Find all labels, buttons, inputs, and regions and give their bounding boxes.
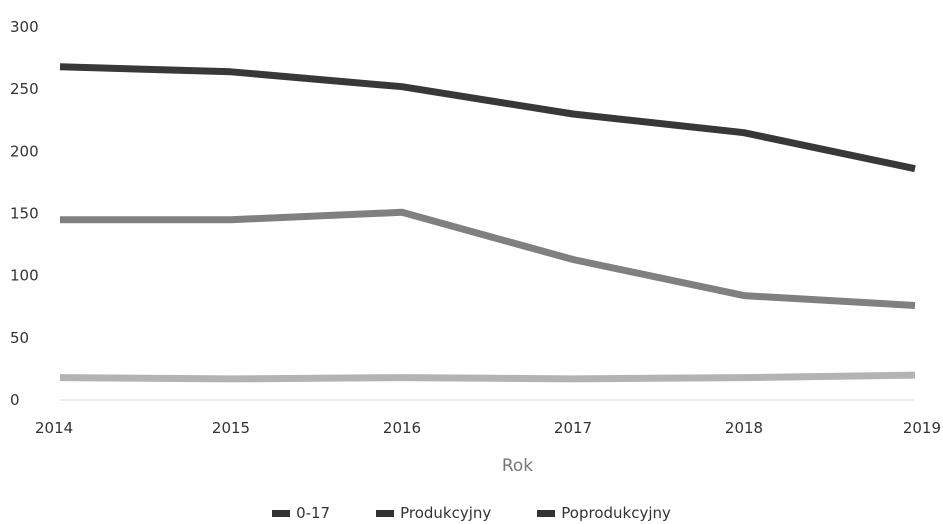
- legend-swatch: [376, 509, 395, 517]
- legend-label: Produkcyjny: [400, 504, 492, 522]
- y-tick-label: 200: [10, 142, 39, 160]
- legend-swatch: [272, 509, 291, 517]
- x-axis-label: Rok: [502, 456, 533, 476]
- legend-swatch: [537, 509, 556, 517]
- y-tick-label: 300: [10, 18, 39, 36]
- legend-label: 0-17: [296, 504, 331, 522]
- legend-item: Poprodukcyjny: [537, 502, 671, 524]
- x-tick-label: 2019: [903, 419, 941, 437]
- legend-item: Produkcyjny: [376, 502, 491, 524]
- x-tick-label: 2017: [554, 419, 592, 437]
- x-tick-label: 2016: [383, 419, 421, 437]
- legend-item: 0-17: [272, 502, 330, 524]
- y-axis-ticks: 0 50 100 150 200 250 300: [10, 18, 39, 409]
- series-line-0: [59, 371, 916, 383]
- legend-label: Poprodukcyjny: [561, 504, 671, 522]
- y-tick-label: 150: [10, 205, 39, 223]
- y-tick-label: 100: [10, 267, 39, 285]
- x-tick-label: 2018: [725, 419, 763, 437]
- x-axis-ticks: 2014 2015 2016 2017 2018 2019: [35, 419, 941, 437]
- x-tick-label: 2015: [212, 419, 250, 437]
- x-tick-label: 2014: [35, 419, 73, 437]
- series-line-2: [59, 63, 916, 173]
- y-tick-label: 250: [10, 80, 39, 98]
- legend: 0-17 Produkcyjny Poprodukcyjny: [0, 502, 943, 524]
- series-lines: [59, 63, 916, 383]
- series-line-1: [60, 208, 916, 309]
- y-tick-label: 50: [10, 329, 29, 347]
- y-tick-label: 0: [10, 391, 20, 409]
